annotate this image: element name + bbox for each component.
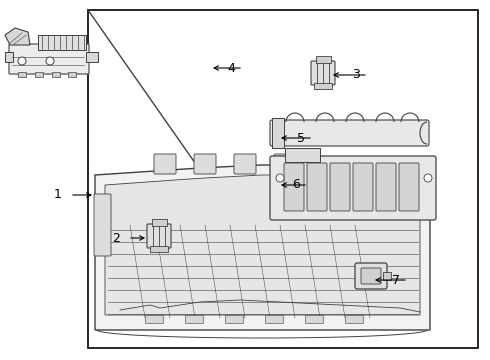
FancyBboxPatch shape: [154, 154, 176, 174]
Bar: [150, 246, 168, 252]
FancyBboxPatch shape: [94, 194, 111, 256]
Text: 6: 6: [292, 179, 300, 192]
Bar: [68, 72, 76, 77]
Circle shape: [276, 174, 284, 182]
Bar: [305, 315, 323, 323]
FancyBboxPatch shape: [361, 268, 381, 284]
Text: 2: 2: [112, 231, 120, 244]
Circle shape: [424, 174, 432, 182]
FancyBboxPatch shape: [270, 120, 429, 146]
Text: 1: 1: [54, 189, 62, 202]
Bar: [285, 148, 320, 162]
FancyBboxPatch shape: [194, 154, 216, 174]
FancyBboxPatch shape: [330, 163, 350, 211]
Bar: [145, 315, 163, 323]
Bar: [5, 52, 13, 62]
FancyBboxPatch shape: [284, 163, 304, 211]
FancyBboxPatch shape: [147, 224, 171, 248]
FancyBboxPatch shape: [399, 163, 419, 211]
Bar: [345, 315, 363, 323]
Text: 3: 3: [352, 68, 360, 81]
FancyBboxPatch shape: [353, 163, 373, 211]
Bar: [152, 219, 167, 226]
Ellipse shape: [355, 187, 375, 203]
Polygon shape: [95, 165, 430, 330]
Bar: [225, 315, 243, 323]
Bar: [38, 35, 86, 50]
Text: 4: 4: [227, 62, 235, 75]
Circle shape: [18, 57, 26, 65]
Polygon shape: [5, 28, 30, 45]
Bar: [86, 52, 98, 62]
FancyBboxPatch shape: [234, 154, 256, 174]
Bar: [35, 72, 43, 77]
FancyBboxPatch shape: [307, 163, 327, 211]
FancyBboxPatch shape: [376, 163, 396, 211]
Bar: [52, 72, 60, 77]
Bar: [265, 315, 283, 323]
FancyBboxPatch shape: [270, 156, 436, 220]
Text: 7: 7: [392, 274, 400, 287]
FancyBboxPatch shape: [9, 44, 89, 74]
Bar: [88, 10, 478, 348]
Bar: [314, 83, 332, 89]
Bar: [383, 272, 391, 280]
Bar: [18, 72, 26, 77]
Ellipse shape: [381, 205, 399, 219]
FancyBboxPatch shape: [355, 263, 387, 289]
FancyBboxPatch shape: [274, 154, 296, 174]
Bar: [316, 56, 331, 63]
Text: 5: 5: [297, 131, 305, 144]
Circle shape: [46, 57, 54, 65]
Bar: [185, 315, 203, 323]
Ellipse shape: [286, 175, 314, 195]
Polygon shape: [105, 175, 420, 315]
FancyBboxPatch shape: [311, 61, 335, 85]
Bar: [272, 118, 284, 148]
